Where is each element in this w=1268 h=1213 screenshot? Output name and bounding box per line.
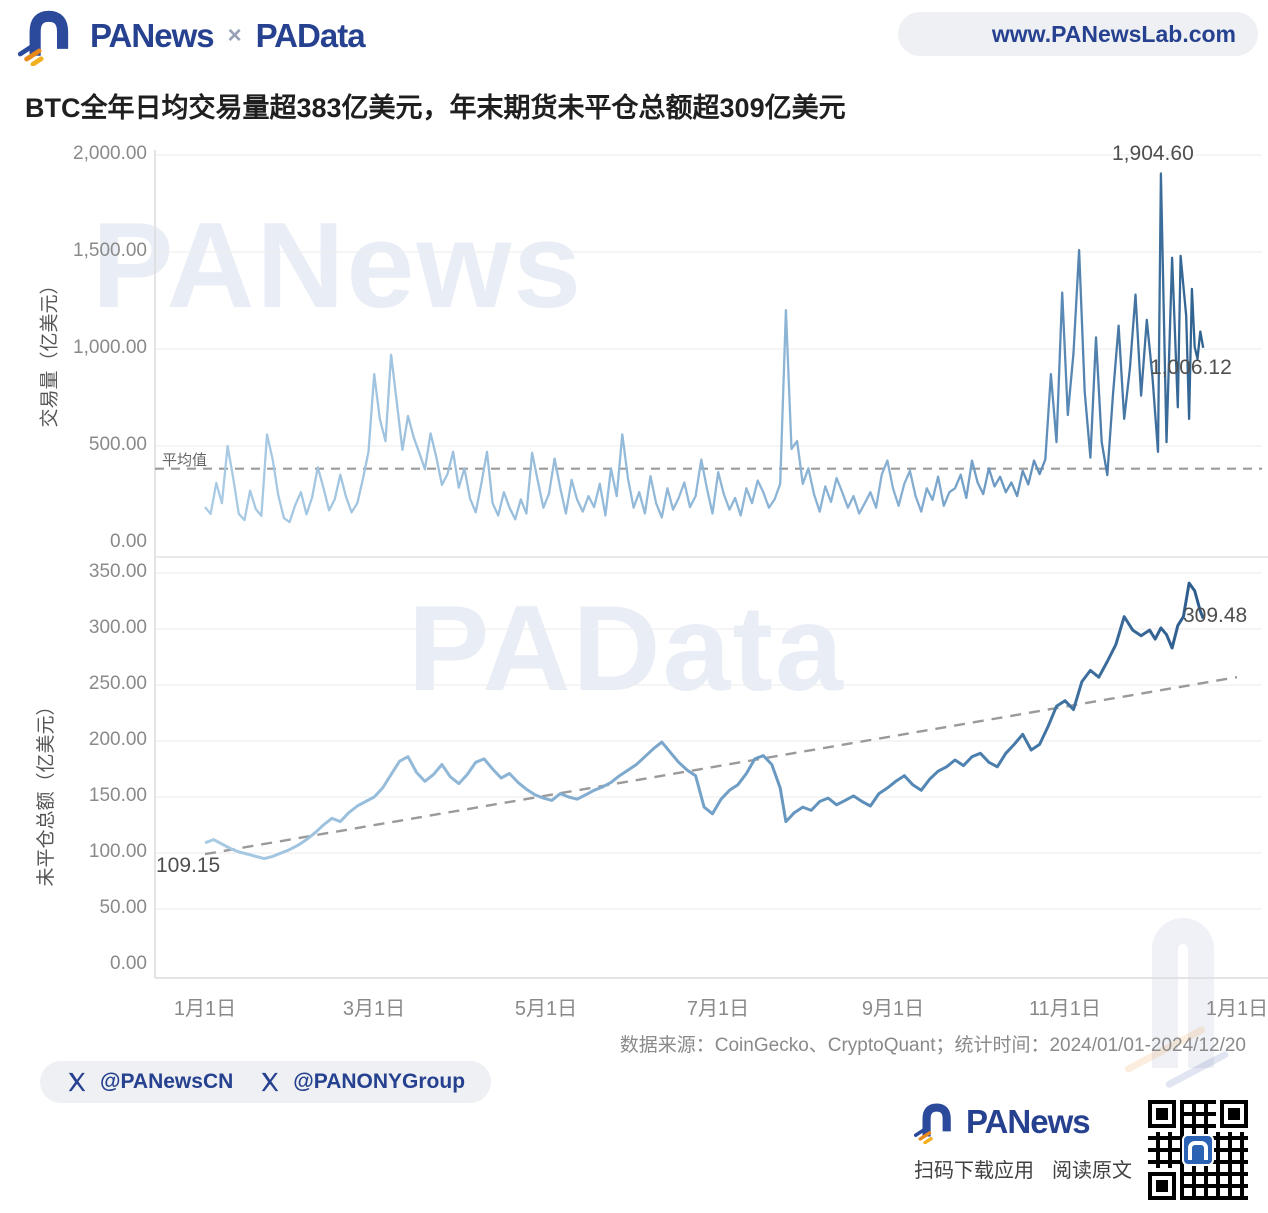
charts-canvas (154, 150, 1268, 979)
handle-panonygroup[interactable]: @PANONYGroup (293, 1070, 466, 1093)
volume-line (204, 172, 1205, 524)
x-tick: 9月1日 (861, 998, 925, 1020)
footer-caption-download: 扫码下载应用 (914, 1160, 1034, 1182)
footer-brand-name: PANews (966, 1103, 1091, 1140)
y-tick: 250.00 (88, 673, 147, 694)
y-tick: 0.00 (110, 953, 147, 974)
watermark-padata: PAData (408, 580, 845, 716)
brand-padata: PAData (255, 17, 366, 54)
qr-code-pattern (1148, 1100, 1248, 1200)
page-title: BTC全年日均交易量超383亿美元，年末期货未平仓总额超309亿美元 (25, 93, 846, 123)
y-tick: 500.00 (88, 434, 147, 455)
y-tick: 200.00 (88, 729, 147, 750)
x-tick: 1月1日 (1205, 998, 1268, 1020)
y-tick: 50.00 (99, 897, 147, 918)
brand-panews: PANews (90, 17, 215, 54)
volume-gridlines (155, 154, 1262, 447)
watermark-panews: PANews (92, 197, 584, 333)
y-tick: 300.00 (88, 617, 147, 638)
y-tick: 350.00 (88, 561, 147, 582)
website-url[interactable]: www.PANewsLab.com (991, 20, 1236, 47)
average-line-label: 平均值 (162, 452, 208, 469)
trend-dashed-line (204, 675, 1238, 856)
x-tick: 7月1日 (686, 998, 750, 1020)
x-icon (68, 1072, 86, 1092)
x-tick: 11月1日 (1029, 998, 1101, 1020)
x-tick: 5月1日 (514, 998, 578, 1020)
social-handles: @PANewsCN @PANONYGroup (40, 1061, 492, 1103)
header-brand: PANews × PAData (18, 6, 366, 66)
y-tick: 0.00 (110, 531, 147, 552)
footer-brand-block: PANews 扫码下载应用 阅读原文 (914, 1100, 1248, 1200)
oi-line (204, 581, 1205, 861)
footer-caption-read: 阅读原文 (1052, 1160, 1132, 1182)
y-tick: 1,000.00 (73, 337, 147, 358)
source-note: 数据来源：CoinGecko、CryptoQuant；统计时间：2024/01/… (619, 1035, 1246, 1056)
oi-gridlines (155, 572, 1262, 910)
panews-logo-icon (914, 1103, 951, 1144)
panews-logo-icon (18, 10, 69, 66)
oi-end-annotation: 309.48 (1183, 604, 1248, 627)
volume-peak-annotation: 1,904.60 (1112, 142, 1194, 165)
brand-separator: × (227, 22, 242, 49)
x-tick: 3月1日 (342, 998, 406, 1020)
handle-panewscn[interactable]: @PANewsCN (100, 1070, 234, 1093)
volume-end-annotation: 1,006.12 (1150, 356, 1232, 379)
y-tick: 2,000.00 (73, 143, 147, 164)
x-tick: 1月1日 (173, 998, 237, 1020)
y-tick: 100.00 (88, 841, 147, 862)
oi-start-annotation: 109.15 (156, 854, 221, 877)
chart-area: PANews PAData 交易量（亿美元） 未平仓总额（亿美元） 2,000.… (0, 140, 1268, 1068)
y-tick: 1,500.00 (73, 240, 147, 261)
qr-code (1148, 1100, 1248, 1200)
website-pill[interactable]: www.PANewsLab.com (898, 12, 1258, 56)
y-tick: 150.00 (88, 785, 147, 806)
x-icon (262, 1072, 279, 1092)
qr-center-logo (1182, 1134, 1214, 1166)
